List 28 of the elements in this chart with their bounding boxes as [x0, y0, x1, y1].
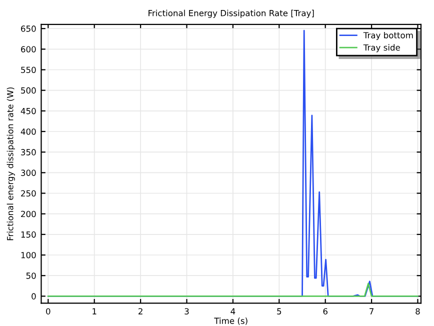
x-tick-label: 5 [277, 308, 282, 314]
y-tick-label: 200 [21, 210, 36, 218]
y-tick-label: 550 [21, 66, 36, 74]
y-tick-label: 100 [21, 252, 36, 258]
y-tick-label: 400 [20, 128, 36, 135]
y-tick-label: 500 [21, 87, 36, 94]
legend-label: Tray side [363, 44, 400, 52]
y-tick-label: 650 [21, 26, 36, 32]
x-tick-label: 4 [230, 308, 236, 314]
y-tick-label: 350 [21, 149, 36, 156]
x-tick-label: 0 [46, 308, 50, 314]
y-tick-label: 600 [21, 46, 36, 52]
x-tick-label: 7 [370, 308, 374, 314]
y-axis-title: Frictional energy dissipation rate (W) [6, 87, 15, 240]
x-tick-label: 8 [416, 308, 420, 314]
chart-title: Frictional Energy Dissipation Rate [Tray] [148, 10, 314, 18]
x-tick-label: 2 [138, 308, 142, 314]
y-tick-label: 450 [20, 108, 36, 114]
x-tick-label: 6 [323, 308, 328, 314]
y-tick-label: 0 [32, 293, 36, 300]
x-tick-label: 1 [92, 308, 96, 314]
x-axis-title: Time (s) [214, 317, 248, 325]
y-tick-label: 150 [21, 231, 36, 238]
y-tick-label: 50 [26, 272, 36, 279]
y-tick-label: 250 [21, 190, 36, 197]
x-tick-label: 3 [184, 308, 189, 314]
legend-label: Tray bottom [363, 32, 413, 40]
y-tick-label: 300 [21, 170, 36, 176]
